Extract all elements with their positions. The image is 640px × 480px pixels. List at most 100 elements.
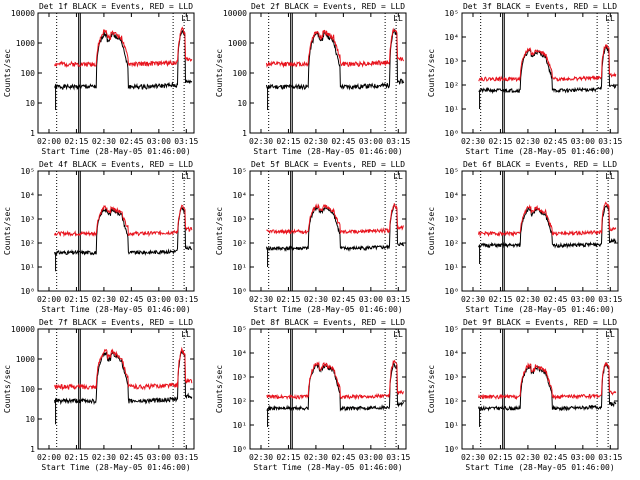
plot-frame [249,12,407,134]
chart-title: Det 4f BLACK = Events, RED = LLD [39,160,193,169]
series-events-line [54,350,193,406]
x-tick-label: 02:45 [543,295,567,304]
chart-title: Det 1f BLACK = Events, RED = LLD [39,2,193,11]
series-events-line [478,45,617,95]
y-tick-label: 100 [21,385,36,394]
plot-frame [37,328,195,450]
series-events-line [266,28,405,91]
x-axis-label: Start Time (28-May-05 01:46:00) [253,147,402,156]
y-tick-label: 10⁰ [445,445,459,454]
x-tick-label: 02:30 [516,137,540,146]
x-tick-label: 03:15 [174,453,198,462]
y-tick-label: 10⁰ [21,287,35,296]
x-tick-label: 03:00 [571,295,595,304]
chart-title: Det 8f BLACK = Events, RED = LLD [251,318,405,327]
lld-annotation: LL [393,172,403,181]
panel-det-8: Det 8f BLACK = Events, RED = LLD 10⁰ 10¹ 10… [215,318,411,472]
series-events-line [54,30,193,91]
x-tick-label: 02:30 [304,137,328,146]
y-tick-label: 10⁰ [233,445,247,454]
x-tick-label: 03:00 [571,453,595,462]
y-tick-label: 10³ [21,215,35,224]
x-tick-label: 02:00 [37,137,61,146]
x-tick-label: 03:00 [359,137,383,146]
panel-det-1: Det 1f BLACK = Events, RED = LLD 1 10 100 10… [3,2,199,156]
x-axis-label: Start Time (28-May-05 01:46:00) [465,305,614,314]
y-tick-label: 10¹ [21,263,35,272]
y-tick-label: 100 [233,69,248,78]
x-tick-label: 02:00 [37,453,61,462]
y-tick-label: 10 [237,99,247,108]
y-tick-label: 10⁴ [445,349,459,358]
y-tick-label: 10⁵ [233,167,247,176]
y-tick-label: 10⁵ [445,9,459,18]
x-tick-label: 02:45 [543,137,567,146]
series-lld-line [54,346,193,391]
x-tick-label: 03:00 [359,295,383,304]
x-axis-label: Start Time (28-May-05 01:46:00) [41,147,190,156]
y-tick-label: 10⁰ [445,287,459,296]
chart-title: Det 9f BLACK = Events, RED = LLD [463,318,617,327]
series-events-line [478,204,617,249]
panel-det-4: Det 4f BLACK = Events, RED = LLD 10⁰ 10¹ 10… [3,160,199,314]
plot-frame [37,170,195,292]
x-tick-label: 02:00 [37,295,61,304]
x-tick-label: 02:45 [331,295,355,304]
y-tick-label: 10³ [233,215,247,224]
x-tick-label: 03:15 [386,453,410,462]
plot-frame [461,12,619,134]
x-tick-label: 02:30 [516,295,540,304]
y-tick-label: 10² [233,397,247,406]
x-tick-label: 02:15 [276,295,300,304]
series-lld-line [266,203,404,236]
x-tick-label: 03:00 [147,137,171,146]
y-tick-label: 10⁴ [233,191,247,200]
chart-title: Det 5f BLACK = Events, RED = LLD [251,160,405,169]
x-tick-label: 02:30 [304,295,328,304]
y-axis-label: Counts/sec [215,365,224,413]
y-tick-label: 10¹ [233,421,247,430]
lld-annotation: LL [605,330,615,339]
y-tick-label: 10³ [233,373,247,382]
series-events-line [266,361,404,412]
lld-annotation: LL [393,330,403,339]
y-tick-label: 10² [233,239,247,248]
y-tick-label: 10² [21,239,35,248]
y-tick-label: 10² [445,239,459,248]
y-axis-label: Counts/sec [3,49,12,97]
y-axis-label: Counts/sec [215,207,224,255]
y-tick-label: 10¹ [445,263,459,272]
y-tick-label: 1000 [16,39,35,48]
chart-title: Det 2f BLACK = Events, RED = LLD [251,2,405,11]
x-axis-label: Start Time (28-May-05 01:46:00) [465,463,614,472]
x-tick-label: 02:30 [461,295,485,304]
lld-annotation: LL [393,14,403,23]
x-tick-label: 02:15 [488,137,512,146]
series-lld-line [54,26,193,69]
x-tick-label: 02:15 [64,453,88,462]
y-tick-label: 1 [30,129,35,138]
x-tick-label: 03:15 [174,137,198,146]
series-events-line [266,205,405,252]
y-axis-label: Counts/sec [215,49,224,97]
plot-frame [249,170,407,292]
x-axis-label: Start Time (28-May-05 01:46:00) [41,305,190,314]
x-tick-label: 02:45 [119,453,143,462]
chart-title: Det 6f BLACK = Events, RED = LLD [463,160,617,169]
y-axis-label: Counts/sec [3,207,12,255]
y-tick-label: 100 [21,69,36,78]
plot-frame [461,170,619,292]
series-lld-line [266,359,404,401]
panel-det-2: Det 2f BLACK = Events, RED = LLD 1 10 100 10… [215,2,411,156]
x-axis-label: Start Time (28-May-05 01:46:00) [253,305,402,314]
x-tick-label: 02:30 [249,137,273,146]
y-tick-label: 10¹ [445,105,459,114]
x-tick-label: 02:45 [543,453,567,462]
x-tick-label: 02:15 [276,453,300,462]
x-tick-label: 02:30 [516,453,540,462]
x-tick-label: 03:15 [598,453,622,462]
lld-annotation: LL [605,14,615,23]
y-tick-label: 10⁴ [233,349,247,358]
y-tick-label: 10¹ [233,263,247,272]
